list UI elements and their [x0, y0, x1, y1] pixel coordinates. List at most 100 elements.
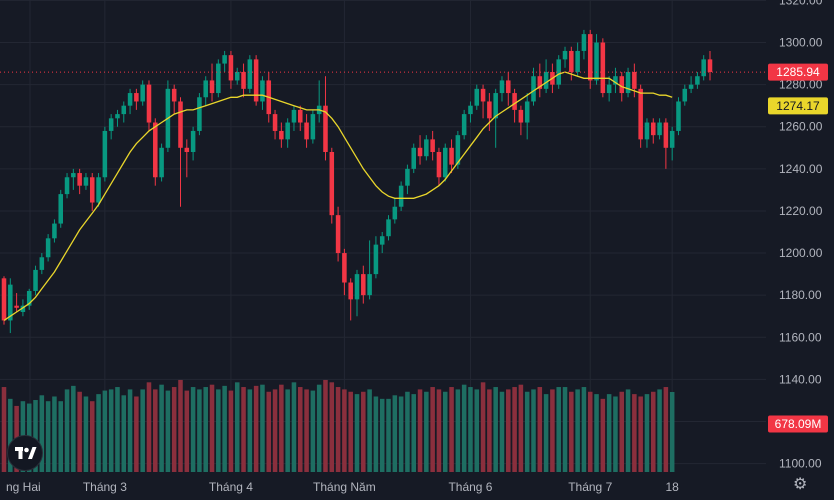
- time-axis[interactable]: ng Hai Tháng 3 Tháng 4 Tháng Năm Tháng 6 Thán…: [6, 480, 679, 494]
- volume-bar: [405, 391, 410, 472]
- price-tick-label: 1140.00: [779, 372, 822, 386]
- volume-bar: [52, 396, 57, 472]
- volume-bar: [543, 394, 549, 472]
- candle-body: [361, 274, 366, 296]
- volume-bar: [669, 391, 675, 472]
- tradingview-logo-glyph: [15, 447, 37, 459]
- candle-body: [493, 93, 498, 119]
- volume-bar: [272, 389, 278, 472]
- volume-bar: [216, 389, 221, 472]
- candle-body: [581, 34, 587, 51]
- volume-bar: [581, 387, 587, 472]
- volume-bar: [121, 395, 127, 472]
- candle-body: [1, 278, 7, 321]
- candle-body: [405, 168, 410, 186]
- volume-bar: [632, 394, 637, 472]
- candle-body: [657, 122, 662, 136]
- volume-bar: [190, 387, 196, 472]
- moving-average-line: [3, 71, 673, 321]
- candle-body: [518, 109, 524, 123]
- price-tick-label: 1240.00: [779, 162, 823, 176]
- candle-body: [455, 135, 461, 165]
- candle-body: [323, 105, 328, 152]
- candle-body: [297, 109, 303, 123]
- volume-bar: [58, 401, 64, 472]
- volume-bar: [379, 398, 385, 472]
- candle-body: [140, 84, 145, 102]
- volume-bar: [354, 394, 360, 472]
- volume-bar: [606, 394, 612, 472]
- candle-body: [644, 122, 650, 140]
- price-tick-label: 1160.00: [779, 330, 822, 344]
- volume-bar: [367, 389, 372, 472]
- volume-bar: [398, 396, 404, 472]
- last-price-tag-bg: [768, 63, 828, 81]
- candle-body: [688, 84, 694, 89]
- candle-body: [398, 185, 404, 207]
- volume-bar: [89, 401, 95, 472]
- candle-body: [619, 76, 625, 94]
- candle-body: [632, 72, 637, 89]
- candle-body: [587, 34, 593, 81]
- candle-body: [228, 55, 234, 81]
- volume-bar: [108, 389, 114, 472]
- price-tick-label: 1100.00: [779, 457, 822, 471]
- candle-body: [89, 177, 95, 203]
- price-tick-label: 1260.00: [779, 120, 823, 134]
- candle-body: [650, 122, 656, 136]
- candles: [1, 29, 713, 334]
- candle-body: [613, 76, 618, 85]
- volume-bar: [575, 389, 580, 472]
- candle-body: [537, 76, 543, 89]
- candle-body: [8, 284, 13, 321]
- volume-bar: [474, 389, 480, 472]
- candle-body: [171, 88, 177, 102]
- volume-bar: [247, 389, 253, 472]
- candle-body: [342, 253, 347, 283]
- volume-bar: [178, 379, 183, 472]
- volume-bar: [468, 387, 473, 472]
- candle-body: [52, 223, 57, 239]
- volume-bar: [1, 387, 7, 472]
- volume-bar: [83, 396, 89, 472]
- candle-body: [638, 88, 643, 140]
- time-tick-label: Tháng 4: [209, 480, 253, 494]
- gear-icon[interactable]: ⚙: [793, 476, 808, 493]
- candle-body: [480, 88, 486, 102]
- candle-body: [386, 219, 391, 237]
- volume-bar: [373, 396, 379, 472]
- volume-bar: [480, 382, 486, 472]
- volume-bar: [153, 389, 158, 472]
- volume-bar: [361, 391, 366, 472]
- candle-body: [392, 206, 398, 220]
- candle-body: [468, 105, 473, 115]
- price-tick-label: 1280.00: [779, 78, 823, 92]
- candle-body: [102, 130, 108, 178]
- candle-body: [39, 257, 45, 270]
- volume-bar: [134, 396, 139, 472]
- candle-body: [304, 122, 309, 140]
- candle-body: [216, 63, 221, 94]
- tradingview-logo-icon[interactable]: [7, 435, 43, 471]
- volume-bar: [531, 389, 536, 472]
- candle-body: [241, 72, 246, 89]
- candle-body: [108, 118, 114, 131]
- candle-body: [701, 59, 706, 77]
- candle-body: [77, 173, 82, 186]
- candle-body: [436, 152, 442, 178]
- last-price-tag: 1285.94: [776, 65, 820, 79]
- time-tick-label: ng Hai: [6, 480, 41, 494]
- volume-bars: [1, 379, 675, 472]
- candle-body: [430, 139, 435, 152]
- candle-body: [279, 130, 284, 140]
- volume-bar: [518, 384, 524, 472]
- time-tick-label: Tháng 7: [568, 480, 612, 494]
- candle-body: [64, 177, 70, 195]
- volume-bar: [285, 389, 290, 472]
- volume-bar: [96, 394, 101, 472]
- candle-body: [606, 84, 612, 94]
- candle-body: [600, 42, 606, 94]
- volume-bar: [417, 389, 423, 472]
